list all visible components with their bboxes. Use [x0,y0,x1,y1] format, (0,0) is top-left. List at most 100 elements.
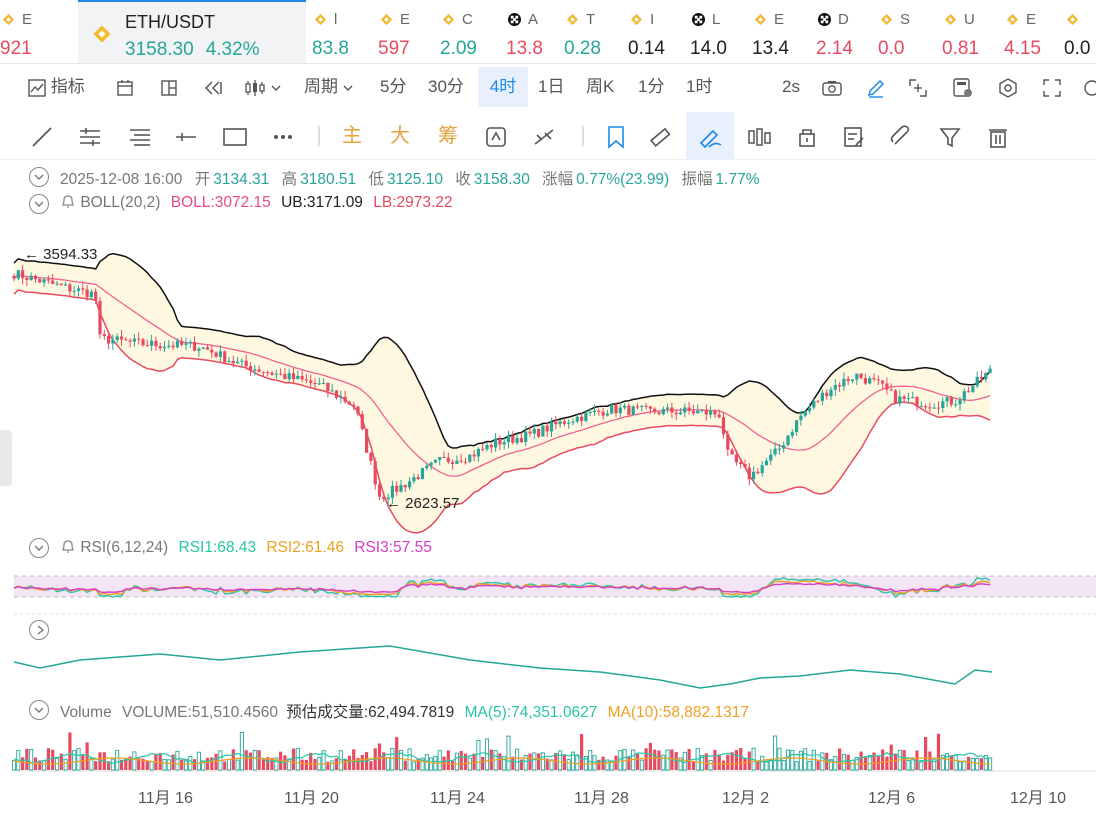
boll-collapse-button[interactable] [29,194,49,214]
ticker-name: E [774,11,785,28]
candle-body [498,438,502,445]
amplitude-label: 振幅 [681,171,713,188]
volume-bar [166,759,171,771]
replay-button[interactable] [203,67,225,107]
interval-1d[interactable]: 1日 [538,77,565,96]
candle-body [971,386,975,392]
chevron-down-icon [34,707,44,713]
volume-bar [110,758,115,771]
interval-30m[interactable]: 30分 [428,77,464,96]
volume-bar [566,759,571,771]
indicators-button[interactable]: 指标 [28,67,96,107]
sync-button[interactable] [484,112,510,160]
interval-4h[interactable]: 4时 [478,67,528,107]
ticker-item[interactable]: U 0.81 [942,0,998,63]
candle-body [936,407,941,409]
fullscreen-button[interactable] [1042,67,1064,107]
screenshot-button[interactable] [822,67,844,107]
ticker-item[interactable]: D 2.14 [816,0,872,63]
volume-bar [356,757,360,770]
magnet-tool[interactable] [890,112,916,160]
chips-toggle[interactable]: 筹 [438,125,458,147]
ticker-item[interactable]: 0.0 [1064,0,1096,63]
volume-bar [940,754,945,771]
volume-bar [437,750,442,771]
period-dropdown[interactable]: 周期 [304,67,364,107]
volume-collapse-button[interactable] [29,700,49,720]
candle-body [756,471,760,474]
ticker-item[interactable]: L 14.0 [690,0,746,63]
collapse-info-button[interactable] [29,167,49,187]
interval-1w[interactable]: 周K [586,77,615,96]
volume-bar [919,761,924,771]
candle-body [653,408,657,413]
interval-1h[interactable]: 1时 [686,77,713,96]
candle-body [291,373,296,379]
interval-1m[interactable]: 1分 [638,77,665,96]
bookmark-tool[interactable] [604,112,630,160]
ticker-item[interactable]: S 0.0 [878,0,936,63]
main-chart-toggle[interactable]: 主 [342,125,362,147]
volume-bar [635,753,640,770]
crosshair-button[interactable] [908,67,930,107]
filter-tool[interactable] [938,112,964,160]
lock-tool[interactable] [796,112,820,160]
parallel-channel-tool[interactable] [78,112,104,160]
ruler-tool[interactable] [648,112,674,160]
ticker-item[interactable]: C 2.09 [440,0,500,63]
layout-button[interactable] [160,67,182,107]
brush-tool[interactable] [686,112,734,160]
candle-body [296,375,300,379]
candle-body [687,407,691,411]
expand-pane-button[interactable] [29,620,49,640]
candle-body [214,352,218,357]
horizontal-line-tool[interactable] [174,112,200,160]
trend-line-tool[interactable] [30,112,56,160]
candle-body [842,378,846,387]
chevron-down-icon [34,545,44,551]
rectangle-tool[interactable] [222,112,248,160]
refresh-rate[interactable]: 2s [782,77,800,96]
ticker-item[interactable]: E 597 [378,0,434,63]
candle-body [46,279,50,281]
calculator-button[interactable] [952,67,976,107]
fib-tool[interactable] [128,112,154,160]
ticker-item[interactable]: T 0.28 [564,0,622,63]
draw-toggle-button[interactable] [866,67,888,107]
ticker-item[interactable]: E 921 [0,0,70,63]
bell-icon[interactable] [60,538,76,554]
candle-body [287,373,291,380]
rsi-collapse-button[interactable] [29,538,49,558]
volume-bar [128,756,132,770]
volume-bar [657,750,661,770]
candle-pattern-tool[interactable] [746,112,774,160]
ticker-item[interactable]: A 13.8 [506,0,558,63]
settings-button[interactable] [998,67,1020,107]
chart-type-dropdown[interactable] [244,67,288,107]
candle-body [399,485,403,492]
boll-lb-value: LB:2973.22 [373,194,453,211]
more-button[interactable] [1080,67,1096,107]
ticker-price-value: 0.81 [942,38,979,59]
volume-bar [63,758,68,771]
bell-icon[interactable] [60,193,76,209]
more-tools-button[interactable] [272,112,296,160]
note-tool[interactable] [842,112,868,160]
delete-drawings-button[interactable] [986,112,1012,160]
high-price-annotation: ← 3594.33 [24,246,98,263]
ticker-item[interactable]: E 13.4 [752,0,810,63]
ticker-item[interactable]: l 83.8 [312,0,372,63]
collapse-sidebar-handle[interactable] [0,430,12,486]
candle-body [429,462,433,466]
volume-bar [945,753,950,771]
calendar-button[interactable] [116,67,138,107]
interval-5m[interactable]: 5分 [380,77,407,96]
volume-bar [713,749,717,770]
ticker-active[interactable]: ETH/USDT 3158.30 4.32% [78,0,306,63]
ticker-item[interactable]: E 4.15 [1004,0,1058,63]
ticker-item[interactable]: I 0.14 [628,0,684,63]
measure-tool[interactable] [532,112,558,160]
big-order-toggle[interactable]: 大 [390,125,410,147]
candle-body [38,279,42,283]
